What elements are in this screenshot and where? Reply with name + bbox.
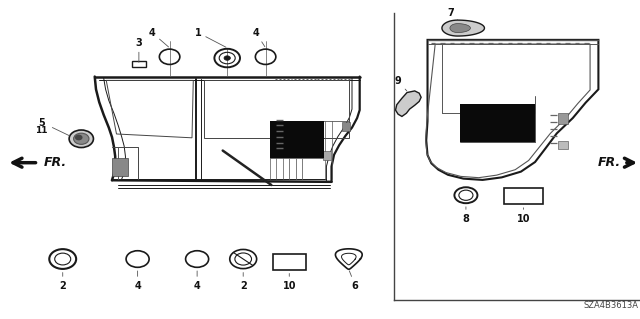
- Bar: [323, 151, 331, 160]
- Text: 4: 4: [253, 28, 265, 47]
- Text: 3: 3: [136, 38, 142, 63]
- Text: FR.: FR.: [44, 156, 67, 169]
- Text: 10: 10: [516, 208, 531, 224]
- Polygon shape: [396, 91, 421, 116]
- Text: FR.: FR.: [598, 156, 621, 169]
- Bar: [132, 61, 146, 67]
- Text: SZA4B3613A: SZA4B3613A: [584, 301, 639, 310]
- Text: 6: 6: [349, 271, 358, 291]
- Text: 1: 1: [195, 28, 226, 47]
- Ellipse shape: [224, 56, 230, 60]
- Text: 11: 11: [35, 126, 48, 135]
- Text: 2: 2: [60, 272, 66, 291]
- Bar: [504, 188, 543, 204]
- Text: 4: 4: [134, 271, 141, 291]
- Polygon shape: [450, 24, 470, 33]
- Text: 2: 2: [240, 272, 246, 291]
- Ellipse shape: [69, 130, 93, 148]
- Bar: [342, 122, 350, 131]
- Ellipse shape: [75, 135, 83, 140]
- Text: 10: 10: [282, 273, 296, 291]
- Text: 9: 9: [395, 76, 407, 91]
- Ellipse shape: [74, 133, 89, 145]
- Bar: [558, 141, 568, 149]
- Text: 4: 4: [149, 28, 168, 47]
- Bar: [558, 113, 568, 124]
- Bar: [112, 158, 128, 176]
- Text: 5: 5: [38, 118, 45, 129]
- Text: 7: 7: [448, 8, 458, 20]
- Text: 8: 8: [463, 207, 469, 224]
- Bar: [273, 254, 306, 270]
- Bar: [460, 104, 535, 142]
- Polygon shape: [442, 20, 484, 36]
- Bar: [270, 121, 324, 158]
- Text: 4: 4: [194, 271, 200, 291]
